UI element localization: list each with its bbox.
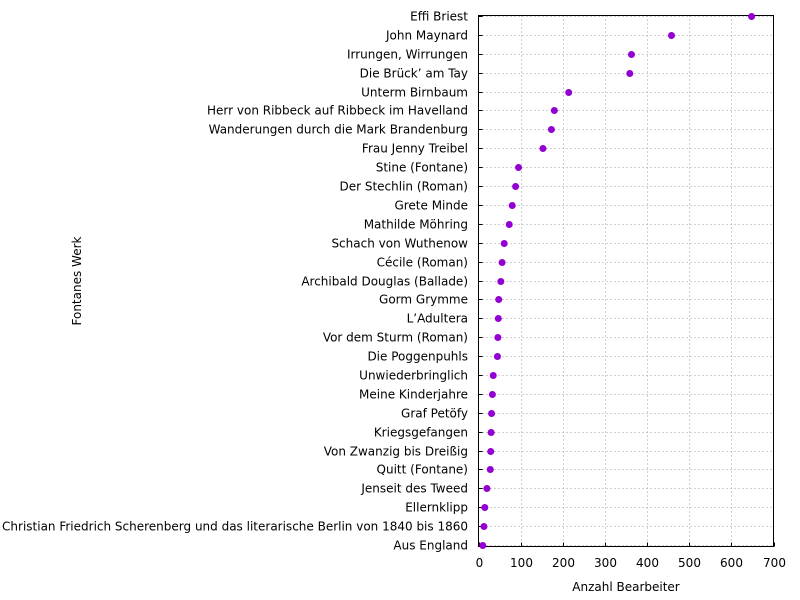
category-label: Ellernklipp	[405, 501, 468, 515]
data-point	[565, 89, 573, 96]
data-point	[497, 278, 505, 285]
x-tick-label: 200	[552, 556, 575, 570]
data-point	[515, 164, 523, 171]
category-label: Meine Kinderjahre	[359, 388, 468, 402]
category-label: Herr von Ribbeck auf Ribbeck im Havellan…	[207, 104, 468, 118]
data-point	[483, 485, 491, 492]
category-label: Aus England	[393, 539, 468, 553]
category-label: Graf Petöfy	[401, 407, 468, 421]
data-point	[487, 429, 495, 436]
category-label: Jenseit des Tweed	[360, 482, 468, 496]
data-point	[480, 523, 488, 530]
data-point	[498, 259, 506, 266]
data-point	[547, 126, 555, 133]
data-point	[627, 51, 635, 58]
data-point	[481, 504, 489, 511]
data-point	[494, 334, 502, 341]
category-label: Der Stechlin (Roman)	[339, 180, 468, 194]
category-label: L’Adultera	[407, 312, 468, 326]
data-point	[479, 542, 487, 549]
category-label: Grete Minde	[394, 199, 468, 213]
category-label: Quitt (Fontane)	[377, 463, 468, 477]
data-point	[539, 145, 547, 152]
data-point	[486, 466, 494, 473]
data-point	[550, 107, 558, 114]
x-tick-label: 100	[510, 556, 533, 570]
x-tick-label: 400	[636, 556, 659, 570]
data-point	[494, 315, 502, 322]
category-label: Vor dem Sturm (Roman)	[323, 331, 468, 345]
x-tick-label: 600	[720, 556, 743, 570]
x-axis-label: Anzahl Bearbeiter	[572, 580, 680, 594]
x-tick-labels: 0 100 200 300 400 500 600 700	[476, 556, 786, 570]
data-point	[488, 410, 496, 417]
category-label: Die Brück’ am Tay	[360, 67, 468, 81]
category-label: Von Zwanzig bis Dreißig	[324, 445, 468, 459]
category-label: Christian Friedrich Scherenberg und das …	[2, 520, 468, 534]
data-point	[668, 32, 676, 39]
category-label: Die Poggenpuhls	[367, 350, 468, 364]
category-label: Schach von Wuthenow	[331, 237, 468, 251]
data-point	[488, 391, 496, 398]
data-point	[489, 372, 497, 379]
category-label: Irrungen, Wirrungen	[347, 48, 468, 62]
category-label: Gorm Grymme	[379, 293, 468, 307]
data-point	[512, 183, 520, 190]
data-point	[505, 221, 513, 228]
data-point	[508, 202, 516, 209]
data-point	[487, 448, 495, 455]
category-label: Cécile (Roman)	[377, 256, 468, 270]
category-label: Kriegsgefangen	[374, 426, 468, 440]
grid-lines	[478, 15, 774, 547]
category-label: John Maynard	[385, 29, 468, 43]
category-label: Unterm Birnbaum	[361, 86, 468, 100]
data-point	[748, 13, 756, 20]
data-point	[626, 70, 634, 77]
data-points	[479, 13, 756, 549]
category-label: Archibald Douglas (Ballade)	[301, 275, 468, 289]
category-label: Unwiederbringlich	[359, 369, 468, 383]
x-tick-label: 500	[678, 556, 701, 570]
category-label: Wanderungen durch die Mark Brandenburg	[209, 123, 468, 137]
category-label: Stine (Fontane)	[376, 161, 468, 175]
data-point	[500, 240, 508, 247]
category-label: Frau Jenny Treibel	[362, 142, 468, 156]
y-tick-labels: Effi Briest John Maynard Irrungen, Wirrung…	[2, 10, 468, 553]
data-point	[495, 296, 503, 303]
category-label: Effi Briest	[410, 10, 468, 24]
y-axis-label: Fontanes Werk	[70, 236, 84, 325]
x-tick-label: 0	[476, 556, 484, 570]
data-point	[493, 353, 501, 360]
x-tick-label: 300	[594, 556, 617, 570]
category-label: Mathilde Möhring	[364, 218, 468, 232]
x-tick-label: 700	[763, 556, 786, 570]
